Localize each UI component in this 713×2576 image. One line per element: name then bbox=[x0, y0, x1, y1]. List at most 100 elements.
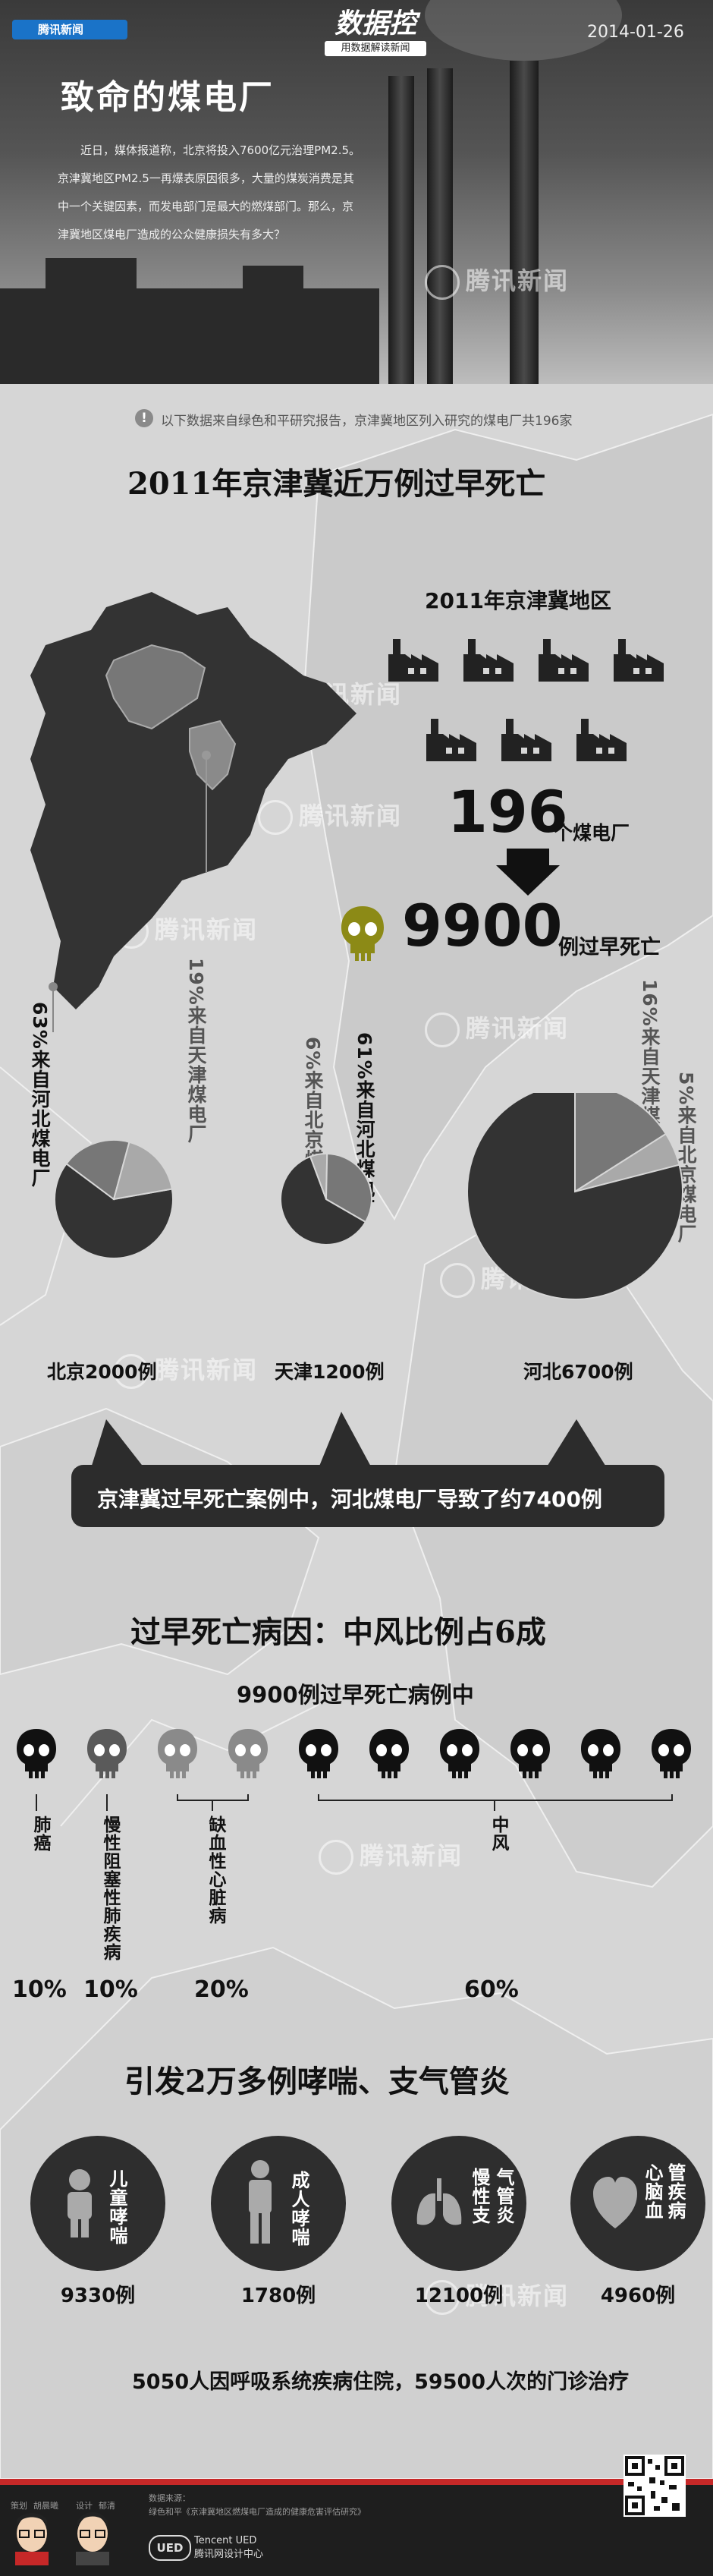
summary-bubble-text: 京津冀过早死亡案例中，河北煤电厂导致了约7400例 bbox=[97, 1487, 602, 1512]
pie-slice bbox=[65, 1139, 130, 1201]
child-icon bbox=[68, 2169, 92, 2237]
ued-logo: UED bbox=[149, 2535, 191, 2561]
qr-code[interactable] bbox=[623, 2455, 686, 2517]
disease-label-bronchitis-b: 气管炎 bbox=[493, 2168, 514, 2225]
section-title-asthma: 引发2万多例哮喘、支气管炎 bbox=[124, 2064, 510, 2099]
credit-name-1: 胡晨曦 bbox=[33, 2501, 58, 2511]
plants-unit: 个煤电厂 bbox=[554, 822, 630, 844]
factory-icon bbox=[614, 638, 664, 682]
factory-icon bbox=[388, 638, 438, 682]
page-title: 致命的煤电厂 bbox=[61, 78, 275, 117]
region-label: 2011年京津冀地区 bbox=[425, 588, 611, 613]
factory-icon bbox=[463, 638, 514, 682]
disease-label-cardio-a: 心脑血 bbox=[642, 2163, 663, 2220]
ued-name-en: Tencent UED bbox=[194, 2535, 257, 2546]
lungs-icon bbox=[416, 2178, 462, 2225]
hebei-region bbox=[30, 592, 356, 1009]
chimney bbox=[388, 76, 414, 384]
deaths-count: 9900 bbox=[402, 892, 563, 959]
cause-stroke: 中风 bbox=[488, 1815, 508, 1852]
watermark: 腾讯新闻 bbox=[425, 262, 569, 300]
count-cardio: 4960例 bbox=[600, 2285, 676, 2307]
power-plant-building bbox=[46, 258, 137, 304]
footer-accent-bar bbox=[0, 2479, 713, 2485]
disease-label-bronchitis-a: 慢性支 bbox=[469, 2168, 490, 2225]
section-title-deaths: 2011年京津冀近万例过早死亡 bbox=[127, 466, 546, 502]
summary-bubble bbox=[71, 1465, 664, 1527]
avatar-designer bbox=[76, 2512, 109, 2565]
watermark: 腾讯新闻 bbox=[425, 2277, 569, 2315]
pie-slice bbox=[325, 1152, 372, 1223]
pie-slice bbox=[54, 1162, 174, 1259]
pie-slice bbox=[112, 1141, 173, 1201]
skull-icon bbox=[299, 1729, 338, 1778]
skull-icon bbox=[87, 1729, 127, 1778]
count-child-asthma: 9330例 bbox=[60, 2285, 136, 2307]
credit-label-2: 设计 bbox=[76, 2501, 93, 2511]
heart-icon bbox=[593, 2177, 637, 2228]
disease-circle-bronchitis bbox=[391, 2136, 526, 2271]
arrow-down-icon bbox=[496, 849, 560, 896]
callout-dot bbox=[49, 982, 58, 991]
pct-stroke: 60% bbox=[464, 1976, 519, 2003]
watermark: 腾讯新闻 bbox=[319, 1837, 463, 1875]
brand-title: 数据控 bbox=[334, 8, 416, 39]
factory-icon bbox=[539, 638, 589, 682]
beijing-region bbox=[105, 644, 206, 730]
pie-slice bbox=[466, 1093, 683, 1300]
tianjin-region bbox=[189, 720, 237, 791]
count-adult-asthma: 1780例 bbox=[240, 2285, 316, 2307]
pie-title-hebei: 河北6700例 bbox=[523, 1361, 633, 1383]
source-label: 数据来源： bbox=[149, 2493, 190, 2503]
factory-icon bbox=[426, 717, 476, 761]
pct-ischemic-heart: 20% bbox=[194, 1976, 249, 2003]
cause-lung-cancer: 肺癌 bbox=[30, 1815, 50, 1852]
cause-ischemic-heart: 缺血性心脏病 bbox=[206, 1815, 225, 1925]
disease-label-cardio-b: 管疾病 bbox=[664, 2163, 686, 2220]
data-source-note: 以下数据来自绿色和平研究报告，京津冀地区列入研究的煤电厂共196家 bbox=[161, 414, 573, 429]
jingjinji-map bbox=[30, 592, 356, 1032]
power-plant-building bbox=[243, 266, 303, 296]
publish-date: 2014-01-26 bbox=[587, 23, 684, 42]
pie-label-beijing-hebei: 63%来自河北煤电厂 bbox=[29, 1002, 51, 1188]
source-text: 绿色和平《京津冀地区燃煤电厂造成的健康危害评估研究》 bbox=[149, 2507, 366, 2517]
info-icon: ! bbox=[135, 409, 153, 427]
pie-slice bbox=[280, 1155, 367, 1245]
brand-subtitle: 用数据解读新闻 bbox=[325, 41, 426, 56]
skull-icon bbox=[228, 1729, 268, 1778]
skull-icon bbox=[341, 906, 384, 961]
skull-icon bbox=[440, 1729, 479, 1778]
pct-lung-cancer: 10% bbox=[12, 1976, 67, 2003]
section-title-causes: 过早死亡病因：中风比例占6成 bbox=[130, 1614, 546, 1650]
chimney bbox=[427, 68, 453, 384]
disease-circle-cardio bbox=[570, 2136, 705, 2271]
power-plant-building bbox=[0, 288, 379, 384]
adult-icon bbox=[249, 2160, 272, 2244]
plants-count: 196 bbox=[448, 778, 568, 846]
pie-label-beijing-tianjin: 19%来自天津煤电厂 bbox=[185, 958, 207, 1144]
skull-icon bbox=[510, 1729, 550, 1778]
ued-name-cn: 腾讯网设计中心 bbox=[194, 2549, 264, 2560]
pie-title-beijing: 北京2000例 bbox=[47, 1361, 157, 1383]
skull-icon bbox=[581, 1729, 620, 1778]
credit-label-1: 策划 bbox=[11, 2501, 27, 2511]
pct-copd: 10% bbox=[83, 1976, 138, 2003]
deaths-unit: 例过早死亡 bbox=[558, 936, 661, 959]
brand-badge: 数据控 用数据解读新闻 bbox=[319, 8, 432, 67]
watermark: 腾讯新闻 bbox=[425, 1009, 569, 1047]
pie-title-tianjin: 天津1200例 bbox=[275, 1361, 385, 1383]
factory-icon bbox=[576, 717, 627, 761]
chimney bbox=[510, 61, 539, 384]
pie-slice bbox=[574, 1093, 667, 1193]
callout-dot bbox=[202, 751, 211, 760]
skull-icon bbox=[369, 1729, 409, 1778]
bubble-pointers bbox=[91, 1412, 607, 1468]
cause-brackets bbox=[36, 1794, 673, 1811]
skull-icon bbox=[652, 1729, 691, 1778]
tencent-news-logo[interactable]: 腾讯新闻 bbox=[12, 20, 127, 39]
watermark: 腾讯新闻 bbox=[258, 797, 402, 835]
pie-charts bbox=[54, 1093, 683, 1300]
avatar-editor bbox=[15, 2513, 49, 2565]
factory-icon bbox=[501, 717, 551, 761]
cause-copd: 慢性阻塞性肺疾病 bbox=[100, 1815, 120, 1961]
